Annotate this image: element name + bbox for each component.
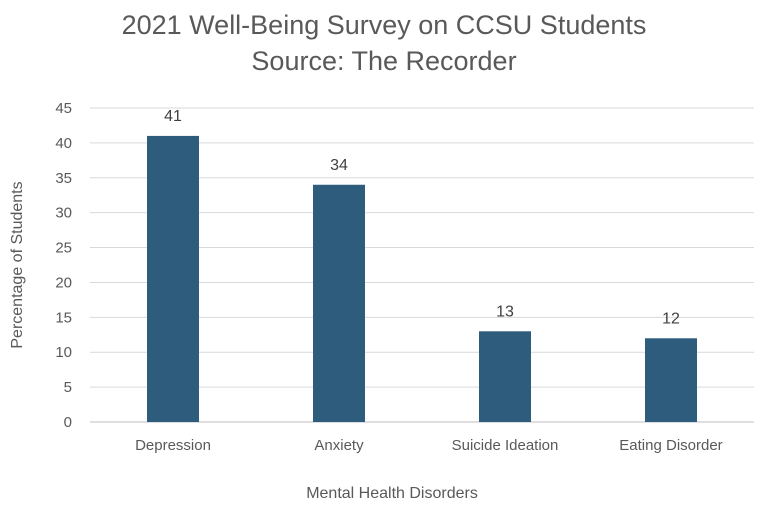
- y-tick-label: 15: [55, 309, 72, 326]
- bar: [479, 331, 531, 422]
- data-label: 41: [164, 108, 182, 125]
- data-label: 13: [496, 303, 514, 320]
- x-tick-label: Anxiety: [314, 437, 364, 454]
- y-tick-label: 10: [55, 344, 72, 361]
- x-tick-label: Suicide Ideation: [452, 437, 559, 454]
- x-tick-label: Depression: [135, 437, 211, 454]
- gridlines: [90, 107, 754, 423]
- y-tick-label: 40: [55, 135, 72, 152]
- y-tick-label: 0: [64, 414, 72, 431]
- data-label: 12: [662, 310, 680, 327]
- x-tick-label: Eating Disorder: [619, 437, 722, 454]
- chart-title: 2021 Well-Being Survey on CCSU Students: [121, 10, 647, 40]
- y-tick-label: 5: [64, 379, 72, 396]
- y-tick-label: 25: [55, 240, 72, 257]
- bar: [645, 338, 697, 422]
- bar: [313, 184, 365, 422]
- y-tick-label: 20: [55, 274, 72, 291]
- y-tick-label: 35: [55, 170, 72, 187]
- chart-subtitle: Source: The Recorder: [251, 46, 517, 76]
- bars: 41 34 13 12: [147, 108, 697, 422]
- y-tick-label: 30: [55, 205, 72, 222]
- x-axis-ticks: Depression Anxiety Suicide Ideation Eating …: [135, 437, 723, 454]
- y-tick-label: 45: [55, 100, 72, 117]
- y-axis-ticks: 0 5 10 15 20 25 30 35 40 45: [55, 100, 72, 431]
- bar: [147, 135, 199, 422]
- data-label: 34: [330, 157, 348, 174]
- y-axis-title: Percentage of Students: [9, 181, 26, 348]
- x-axis-title: Mental Health Disorders: [306, 485, 478, 502]
